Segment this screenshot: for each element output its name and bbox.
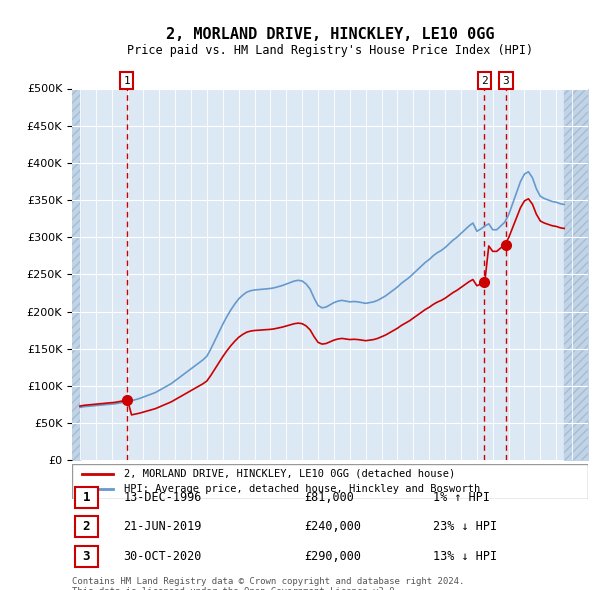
Text: Contains HM Land Registry data © Crown copyright and database right 2024.
This d: Contains HM Land Registry data © Crown c… [72,577,464,590]
FancyBboxPatch shape [74,516,98,537]
Text: HPI: Average price, detached house, Hinckley and Bosworth: HPI: Average price, detached house, Hinc… [124,484,480,494]
Text: 2, MORLAND DRIVE, HINCKLEY, LE10 0GG: 2, MORLAND DRIVE, HINCKLEY, LE10 0GG [166,27,494,41]
Bar [72,88,80,460]
Text: 2: 2 [82,520,90,533]
Text: 1: 1 [124,76,130,86]
Text: 13% ↓ HPI: 13% ↓ HPI [433,550,497,563]
Text: 1% ↑ HPI: 1% ↑ HPI [433,491,490,504]
Text: £290,000: £290,000 [304,550,361,563]
Text: 1: 1 [82,491,90,504]
Text: 2: 2 [481,76,488,86]
Text: 23% ↓ HPI: 23% ↓ HPI [433,520,497,533]
Text: 3: 3 [503,76,509,86]
FancyBboxPatch shape [74,487,98,508]
Text: 21-JUN-2019: 21-JUN-2019 [124,520,202,533]
Text: £240,000: £240,000 [304,520,361,533]
Text: 30-OCT-2020: 30-OCT-2020 [124,550,202,563]
FancyBboxPatch shape [72,464,588,499]
Text: 2, MORLAND DRIVE, HINCKLEY, LE10 0GG (detached house): 2, MORLAND DRIVE, HINCKLEY, LE10 0GG (de… [124,468,455,478]
Bar [564,88,588,460]
Text: 3: 3 [82,550,90,563]
Text: 13-DEC-1996: 13-DEC-1996 [124,491,202,504]
Text: Price paid vs. HM Land Registry's House Price Index (HPI): Price paid vs. HM Land Registry's House … [127,44,533,57]
FancyBboxPatch shape [74,546,98,567]
Text: £81,000: £81,000 [304,491,354,504]
